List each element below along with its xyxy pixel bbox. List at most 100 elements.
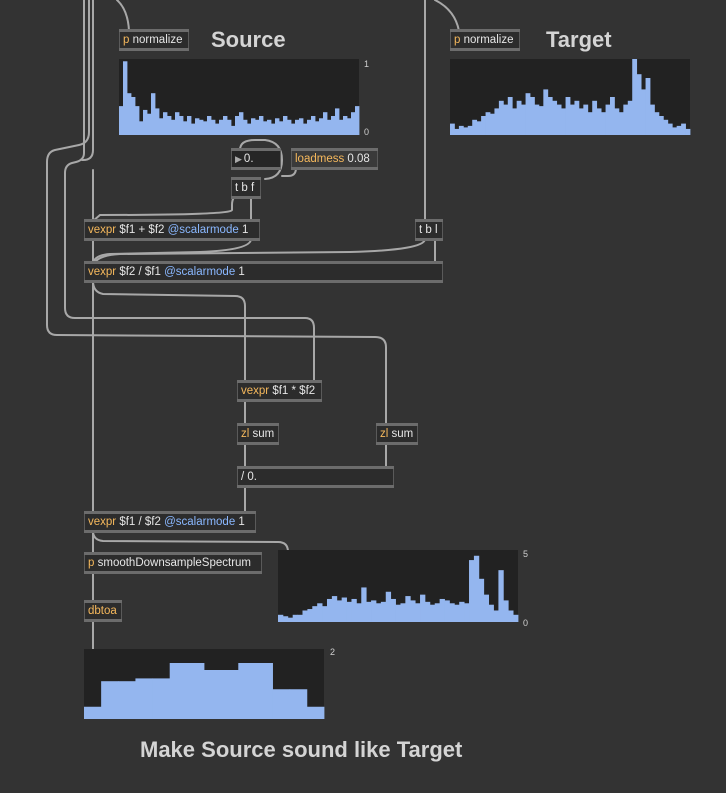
- source-multislider[interactable]: [119, 59, 360, 135]
- result-multislider-bar: [454, 604, 460, 622]
- result-multislider-bar: [464, 603, 470, 622]
- zl-sum-right-object[interactable]: zl sum: [376, 423, 418, 445]
- source-min-label: 0: [364, 127, 370, 137]
- patch-cord-7[interactable]: [92, 187, 252, 222]
- source-multislider-bar: [307, 119, 312, 135]
- vexpr-sum-object[interactable]: vexpr $f1 + $f2 @scalarmode 1: [84, 219, 260, 241]
- target-multislider-bar: [561, 108, 566, 135]
- dbtoa-object[interactable]: dbtoa: [84, 600, 122, 622]
- trigger-bf-object[interactable]: t b f: [231, 177, 261, 199]
- result-multislider-bar: [395, 604, 401, 622]
- gain-multislider-bar: [135, 678, 153, 719]
- result-multislider-bar: [415, 603, 421, 622]
- result-multislider-bar: [483, 594, 490, 622]
- target-multislider-bar: [658, 116, 664, 135]
- source-multislider-bar: [291, 123, 296, 135]
- target-multislider-bar: [614, 108, 620, 135]
- source-multislider-bar: [239, 112, 244, 135]
- patch-cord-1[interactable]: [81, 0, 94, 161]
- target-multislider-bar: [676, 125, 682, 135]
- source-multislider-bar: [311, 116, 316, 135]
- source-multislider-bar: [323, 112, 328, 135]
- zl-sum-left-object[interactable]: zl sum: [237, 423, 279, 445]
- result-multislider-bar: [400, 603, 406, 622]
- trigger-bl-object[interactable]: t b l: [415, 219, 443, 241]
- target-multislider-bar: [627, 100, 633, 135]
- vexpr-divide-object[interactable]: vexpr $f2 / $f1 @scalarmode 1: [84, 261, 443, 283]
- triangle-icon: ▶: [235, 154, 242, 164]
- target-multislider-bar: [543, 89, 549, 135]
- source-multislider-bar: [143, 109, 148, 135]
- target-multislider-bar: [667, 123, 673, 135]
- source-multislider-bar: [251, 118, 256, 135]
- source-multislider-bar: [327, 119, 332, 135]
- source-multislider-bar: [159, 118, 164, 135]
- target-multislider-bar: [685, 128, 691, 135]
- result-multislider-bar: [292, 614, 298, 622]
- result-multislider-bar: [331, 596, 338, 622]
- source-multislider-bar: [163, 112, 168, 135]
- target-multislider[interactable]: [450, 59, 691, 135]
- target-multislider-bar: [485, 112, 491, 135]
- result-multislider-bar: [473, 555, 480, 622]
- patch-cord-20[interactable]: [92, 530, 289, 553]
- loadmess-object[interactable]: loadmess 0.08: [291, 148, 378, 170]
- gain-multislider-bar: [118, 681, 136, 719]
- gain-multislider-bar: [238, 663, 256, 719]
- target-multislider-bar: [467, 125, 473, 135]
- patch-cord-0[interactable]: [116, 0, 130, 32]
- patch-cord-6[interactable]: [434, 0, 460, 32]
- target-multislider-bar: [490, 113, 495, 135]
- number-box[interactable]: ▶ 0.: [231, 148, 281, 170]
- result-multislider[interactable]: [278, 550, 519, 622]
- target-multislider-bar: [618, 112, 624, 135]
- source-multislider-bar: [267, 119, 272, 135]
- target-multislider-bar: [672, 127, 678, 135]
- gain-multislider-bar: [255, 663, 273, 719]
- result-multislider-bar: [371, 600, 377, 622]
- gain-multislider-bar: [152, 678, 171, 719]
- result-multislider-bar: [278, 614, 284, 622]
- caption-title: Make Source sound like Target: [140, 737, 463, 762]
- normalize-source-object[interactable]: p normalize: [119, 29, 189, 51]
- target-multislider-bar: [454, 128, 460, 135]
- gain-multislider[interactable]: [84, 649, 325, 719]
- target-multislider-bar: [503, 104, 509, 135]
- source-multislider-bar: [259, 116, 264, 135]
- source-multislider-bar: [319, 118, 324, 135]
- target-multislider-bar: [578, 108, 584, 135]
- source-title: Source: [211, 27, 286, 52]
- gain-multislider-bar: [169, 663, 188, 719]
- source-multislider-bar: [123, 61, 128, 135]
- patch-cord-12[interactable]: [93, 238, 426, 264]
- source-multislider-bar: [283, 116, 288, 135]
- patch-cord-14[interactable]: [92, 280, 246, 383]
- result-multislider-bar: [469, 560, 475, 622]
- source-multislider-bar: [275, 118, 280, 135]
- divide-object[interactable]: / 0.: [237, 466, 394, 488]
- source-multislider-bar: [287, 119, 292, 135]
- result-multislider-bar: [459, 601, 465, 622]
- patch-cord-3[interactable]: [64, 0, 315, 383]
- smooth-downsample-object[interactable]: p smoothDownsampleSpectrum: [84, 552, 262, 574]
- result-multislider-bar: [302, 610, 308, 622]
- normalize-target-object[interactable]: p normalize: [450, 29, 520, 51]
- target-multislider-bar: [570, 104, 575, 135]
- source-multislider-bar: [271, 123, 276, 135]
- patch-cord-10[interactable]: [92, 238, 252, 264]
- source-multislider-bar: [195, 118, 200, 135]
- patch-cord-23[interactable]: [264, 139, 284, 180]
- target-multislider-bar: [552, 100, 558, 135]
- target-multislider-bar: [592, 100, 598, 135]
- gain-multislider-bar: [221, 670, 239, 719]
- target-multislider-bar: [610, 97, 615, 135]
- source-multislider-bar: [243, 119, 248, 135]
- source-multislider-bar: [171, 119, 176, 135]
- source-multislider-bar: [315, 121, 320, 135]
- vexpr-divide2-object[interactable]: vexpr $f1 / $f2 @scalarmode 1: [84, 511, 256, 533]
- result-multislider-bar: [341, 597, 347, 622]
- target-multislider-bar: [463, 127, 469, 135]
- target-multislider-bar: [530, 97, 535, 135]
- result-multislider-bar: [493, 610, 499, 622]
- vexpr-multiply-object[interactable]: vexpr $f1 * $f2: [237, 380, 322, 402]
